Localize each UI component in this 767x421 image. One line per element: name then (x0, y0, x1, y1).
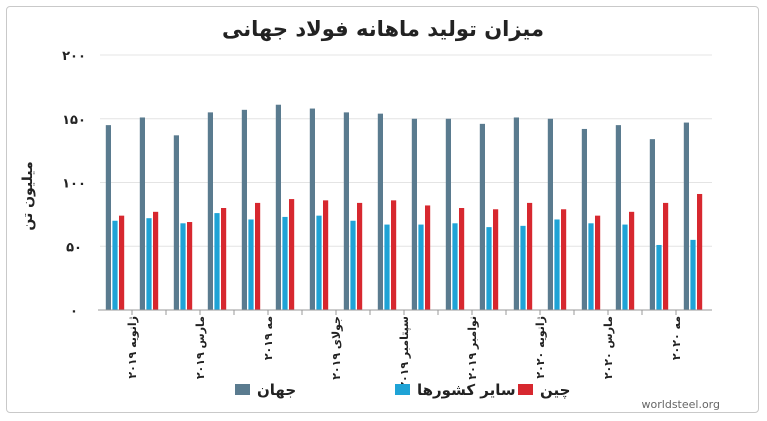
bar (316, 215, 322, 310)
y-tick-label: ۰ (70, 304, 78, 319)
bar (418, 224, 424, 310)
x-axis: ژانویه ۲۰۱۹ مارس ۲۰۱۹ مه ۲۰۱۹ جولای ۲۰۱۹ سپت… (98, 309, 712, 389)
bar (459, 208, 465, 310)
bar (663, 202, 669, 310)
bar (153, 211, 159, 310)
bar (649, 139, 655, 310)
bar (615, 125, 621, 310)
y-tick-label: ۵۰ (66, 240, 82, 255)
bar (629, 211, 635, 310)
legend-label: چین (540, 381, 570, 400)
bars (105, 104, 703, 311)
bar (289, 199, 295, 310)
bar (588, 223, 594, 310)
x-category-label: ژانویه ۲۰۱۹ (126, 316, 139, 379)
bar (391, 200, 397, 310)
bar (377, 113, 383, 311)
bar (187, 222, 193, 310)
bar (275, 104, 281, 310)
x-category-label: ژانویه ۲۰۲۰ (534, 316, 547, 379)
x-category-label: مه ۲۰۱۹ (262, 316, 275, 360)
bar (119, 215, 125, 310)
bar (493, 209, 499, 310)
legend-label: جهان (257, 381, 296, 399)
bar (139, 117, 145, 310)
y-axis-label: میلیون تن (20, 161, 36, 230)
y-axis-ticks: ۰ ۵۰ ۱۰۰ ۱۵۰ ۲۰۰ (62, 49, 86, 319)
x-category-label: مارس ۲۰۱۹ (194, 316, 207, 379)
legend-swatch (518, 384, 533, 395)
bar (214, 213, 220, 310)
bar (241, 109, 247, 310)
x-category-label: مه ۲۰۲۰ (670, 316, 683, 360)
y-tick-label: ۱۰۰ (62, 177, 86, 192)
bar (486, 227, 492, 310)
bar (248, 219, 254, 310)
bar (595, 215, 601, 310)
chart-title: میزان تولید ماهانه فولاد جهانی (222, 17, 544, 41)
bar (180, 223, 186, 310)
legend-swatch (395, 384, 410, 395)
bar (221, 208, 227, 310)
bar (479, 123, 485, 310)
bar (309, 108, 315, 310)
x-category-label: جولای ۲۰۱۹ (330, 316, 343, 380)
legend-label: سایر کشورها (417, 381, 516, 399)
y-tick-label: ۱۵۰ (62, 113, 86, 128)
bar (554, 219, 560, 310)
bar (561, 209, 567, 310)
bar (690, 239, 696, 310)
y-tick-label: ۲۰۰ (62, 49, 86, 64)
bar (425, 205, 431, 310)
bar (527, 202, 533, 310)
x-category-label: مارس ۲۰۲۰ (602, 316, 615, 379)
bar (207, 112, 213, 310)
bar (282, 216, 288, 310)
x-category-label: سپتامبر ۲۰۱۹ (398, 316, 411, 389)
bar (656, 244, 662, 310)
bar (323, 200, 329, 310)
bar (622, 224, 628, 310)
bar (520, 225, 526, 310)
bar (173, 135, 179, 310)
bar (343, 112, 349, 310)
bar (255, 202, 261, 310)
source-label: worldsteel.org (642, 398, 720, 411)
bar (445, 118, 451, 310)
bar (697, 193, 703, 310)
bar (411, 118, 417, 310)
bar (581, 128, 587, 310)
bar (452, 223, 458, 310)
bar (357, 202, 363, 310)
legend: جهان سایر کشورها چین (235, 381, 570, 400)
legend-swatch (235, 384, 250, 395)
bar (105, 125, 111, 310)
bar (350, 220, 356, 310)
bar (112, 220, 118, 310)
bar (513, 117, 519, 310)
bar (547, 118, 553, 310)
bar (146, 218, 152, 310)
bar (384, 224, 390, 310)
bar (683, 122, 689, 310)
x-category-label: نوامبر ۲۰۱۹ (466, 316, 479, 380)
